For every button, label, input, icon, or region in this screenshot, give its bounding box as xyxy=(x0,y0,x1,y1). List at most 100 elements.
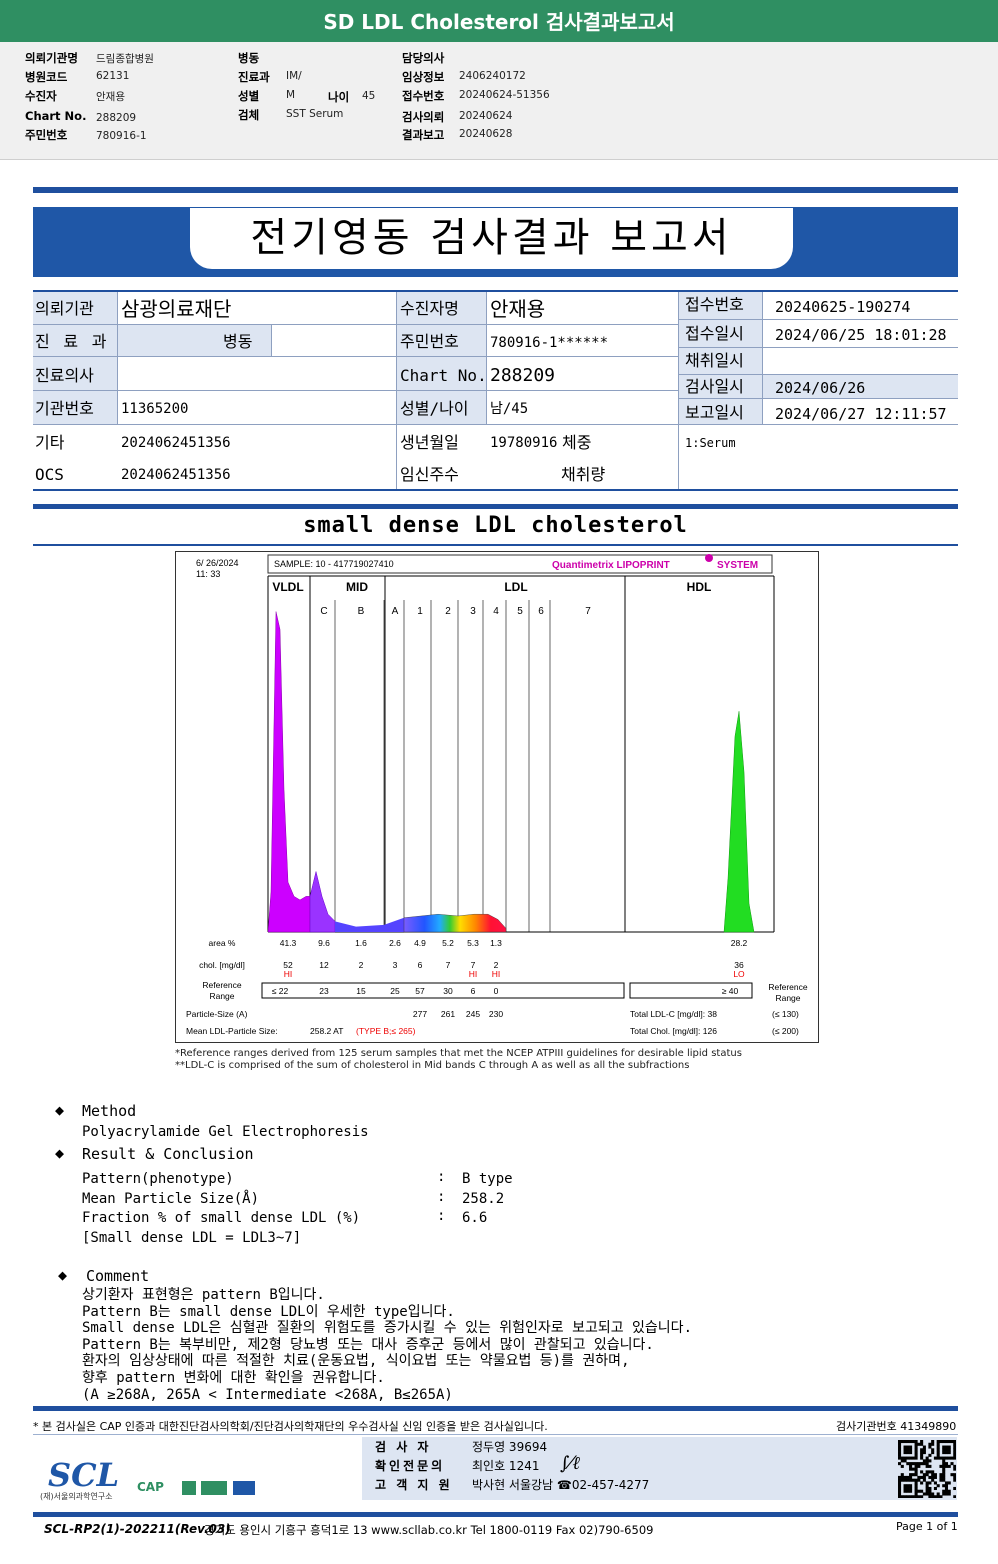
recv-dt-label: 접수일시 xyxy=(685,324,744,343)
chart-subtitle: small dense LDL cholesterol xyxy=(303,513,688,538)
chart-chol-value: 3 xyxy=(393,960,398,970)
chart-mean-type: (TYPE B;≤ 265) xyxy=(356,1026,416,1036)
chart-group-hdl: HDL xyxy=(687,580,712,594)
comment-line: Pattern B는 복부비만, 제2형 당뇨병 또는 대사 증후군 등에서 많… xyxy=(82,1336,654,1353)
header-c3-label: 접수번호 xyxy=(402,89,445,103)
chart-ref-label: Reference xyxy=(202,980,241,990)
chart-area-value: 5.3 xyxy=(467,938,479,948)
chart-chol-value: 7 xyxy=(471,960,476,970)
result-note: [Small dense LDL = LDL3~7] xyxy=(82,1230,302,1246)
chart-mean-value: 258.2 AT xyxy=(310,1026,343,1036)
header-c3-label: 임상정보 xyxy=(402,70,445,84)
chart-brand: Quantimetrix LIPOPRINT xyxy=(552,560,670,571)
rrn-label: 주민번호 xyxy=(400,332,459,351)
doctor-label: 진료의사 xyxy=(35,366,94,385)
header-c2-value: SST Serum xyxy=(286,108,344,120)
result-key: Pattern(phenotype) xyxy=(82,1171,234,1187)
header-c3-label: 결과보고 xyxy=(402,128,445,142)
cert-logo-2 xyxy=(201,1481,227,1495)
chart-chol-value: 2 xyxy=(359,960,364,970)
birth-label: 생년월일 xyxy=(400,433,459,452)
result-value: B type xyxy=(462,1171,513,1187)
chart-total-chol-ref: (≤ 200) xyxy=(772,1026,799,1036)
comment-bullet: ◆ xyxy=(58,1266,68,1284)
coll-label: 채취일시 xyxy=(685,351,744,370)
chart-area-value: 41.3 xyxy=(280,938,297,948)
header-age-label: 나이 xyxy=(328,90,350,104)
header-c3-value: 20240624 xyxy=(459,110,513,122)
chart-particle-value: 277 xyxy=(413,1009,427,1019)
chart-area-label: area % xyxy=(209,938,236,948)
chart-area-value: 5.2 xyxy=(442,938,454,948)
qr-code-icon xyxy=(898,1440,957,1499)
comment-line: 상기환자 표현형은 pattern B입니다. xyxy=(82,1287,325,1303)
chart-value: 288209 xyxy=(490,365,556,386)
chart-chol-label: chol. [mg/dl] xyxy=(199,960,245,970)
header-c1-label: Chart No. xyxy=(25,109,87,123)
subtitle-rule-bottom xyxy=(33,544,958,546)
patient-label: 수진자명 xyxy=(400,299,459,318)
header-c3-value: 2406240172 xyxy=(459,70,526,82)
sexage-value: 남/45 xyxy=(490,401,529,417)
chart-chol-value: 36 xyxy=(734,960,744,970)
chart-mean-label: Mean LDL-Particle Size: xyxy=(186,1026,278,1036)
result-value: 6.6 xyxy=(462,1210,488,1226)
signer-label: 고 객 지 원 xyxy=(375,1478,453,1492)
chart-ref-box xyxy=(261,982,625,999)
chart-total-ldl-ref: (≤ 130) xyxy=(772,1009,799,1019)
ocs-value: 2024062451356 xyxy=(121,467,231,483)
chart-flag-ldl4: HI xyxy=(492,969,501,979)
chart-sample-box xyxy=(267,554,773,574)
chart-area-value: 1.3 xyxy=(490,938,502,948)
chart-flag-hdl: LO xyxy=(733,969,745,979)
cap-logo: CAP xyxy=(137,1480,164,1494)
result-title: Result & Conclusion xyxy=(82,1145,254,1163)
footnote-1: *Reference ranges derived from 125 serum… xyxy=(175,1048,742,1059)
chart-chol-value: 12 xyxy=(319,960,329,970)
chart-band-label: 4 xyxy=(493,606,499,617)
chart-label: Chart No. xyxy=(400,366,487,385)
header-c1-label: 의뢰기관명 xyxy=(25,51,78,65)
chart-ref-vldl: ≤ 22 xyxy=(272,986,289,996)
form-code: SCL-RP2(1)-202211(Rev.03) xyxy=(44,1522,231,1536)
preg-label: 임신주수 xyxy=(400,465,459,484)
chart-area-mid xyxy=(335,917,404,932)
chart-band-label: 2 xyxy=(445,606,451,617)
address-line: 경기도 용인시 기흥구 흥덕1로 13 www.scllab.co.kr Tel… xyxy=(204,1523,654,1537)
scl-logo-sub: (재)서울의과학연구소 xyxy=(40,1492,113,1501)
chart-brand-mark xyxy=(705,554,713,562)
method-text: Polyacrylamide Gel Electrophoresis xyxy=(82,1124,369,1140)
test-label: 검사일시 xyxy=(685,377,744,396)
chart-ref-box-hdl xyxy=(629,982,753,999)
footer-rule-thin xyxy=(33,1434,958,1435)
chart-peak-vldl xyxy=(267,611,311,933)
chart-band-label: 6 xyxy=(538,606,544,617)
inst-no: 검사기관번호 41349890 xyxy=(836,1420,957,1433)
report-label: 보고일시 xyxy=(685,403,744,422)
chart-peak-mid-c xyxy=(309,871,336,933)
chart-ref-label: Range xyxy=(209,991,234,1001)
chart-ref-right: Range xyxy=(775,993,800,1003)
comment-line: Small dense LDL은 심혈관 질환의 위험도를 증가시킬 수 있는 … xyxy=(82,1320,692,1337)
weight-label: 체중 xyxy=(562,433,592,452)
chart-area-value: 4.9 xyxy=(414,938,426,948)
chart-area-value: 28.2 xyxy=(731,938,748,948)
cert-text: * 본 검사실은 CAP 인증과 대한진단검사의학회/진단검사의학재단의 우수검… xyxy=(33,1420,548,1433)
specimen-value: 1:Serum xyxy=(685,436,736,450)
header-panel: 의뢰기관명 드림종합병원 병원코드 62131 수진자 안재용 Chart No. 28820… xyxy=(0,42,998,160)
chart-total-chol: Total Chol. [mg/dl]: 126 xyxy=(630,1026,717,1036)
chart-particle-label: Particle-Size (A) xyxy=(186,1009,248,1019)
electrophoresis-chart: 6/ 26/2024 11: 33 SAMPLE: 10 - 41771902741… xyxy=(175,551,819,1043)
code-value: 11365200 xyxy=(121,401,189,417)
recv-no-label: 접수번호 xyxy=(685,295,744,314)
chart-ref-value: 57 xyxy=(415,986,425,996)
patient-value: 안재용 xyxy=(490,297,546,321)
chart-peak-hdl xyxy=(723,711,755,933)
chart-chol-value: 52 xyxy=(283,960,293,970)
chart-band-label: 3 xyxy=(470,606,476,617)
header-c3-value: 20240624-51356 xyxy=(459,89,550,101)
chart-area-value: 9.6 xyxy=(318,938,330,948)
ocs-label: OCS xyxy=(35,465,64,484)
chart-ref-value: 15 xyxy=(356,986,366,996)
